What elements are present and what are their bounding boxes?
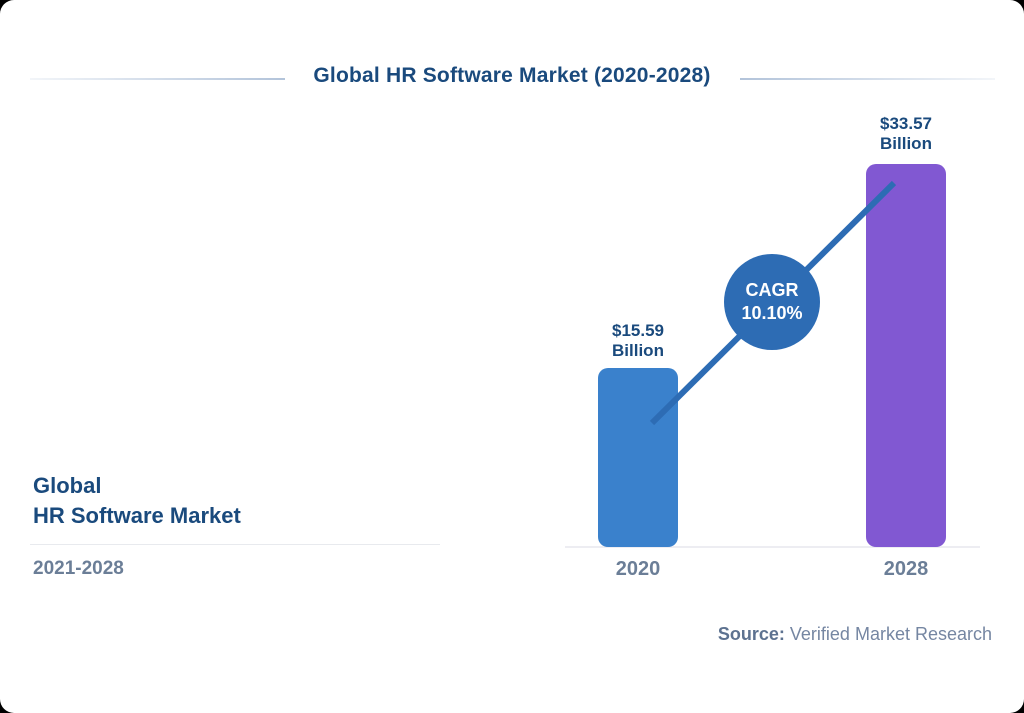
bar-2020 (598, 368, 678, 547)
side-divider (30, 544, 440, 545)
bar-2020-value-label: $15.59 Billion (558, 321, 718, 361)
cagr-label: CAGR (745, 280, 799, 300)
x-axis-baseline (565, 546, 980, 548)
x-axis-label-2028: 2028 (883, 558, 929, 580)
x-axis-label-2020: 2020 (615, 558, 661, 580)
title-divider-right (740, 78, 995, 80)
source-line: Source: Verified Market Research (718, 624, 992, 645)
side-heading-line1: Global (33, 473, 102, 498)
bar-2028 (866, 164, 946, 547)
side-heading-line2: HR Software Market (33, 503, 241, 528)
title-divider-left (30, 78, 285, 80)
cagr-badge: CAGR 10.10% (724, 254, 820, 350)
bar-2020-unit: Billion (612, 341, 664, 360)
side-period: 2021-2028 (33, 558, 124, 579)
cagr-value: 10.10% (741, 303, 803, 323)
bar-2028-unit: Billion (880, 134, 932, 153)
side-heading: Global HR Software Market (33, 471, 241, 531)
source-label: Source: (717, 624, 790, 644)
bar-2020-value: $15.59 (612, 321, 664, 340)
source-value: Verified Market Research (789, 624, 992, 644)
bar-2028-value: $33.57 (880, 114, 932, 133)
page-title: Global HR Software Market (2020-2028) (313, 64, 711, 87)
bar-2028-value-label: $33.57 Billion (826, 114, 986, 154)
